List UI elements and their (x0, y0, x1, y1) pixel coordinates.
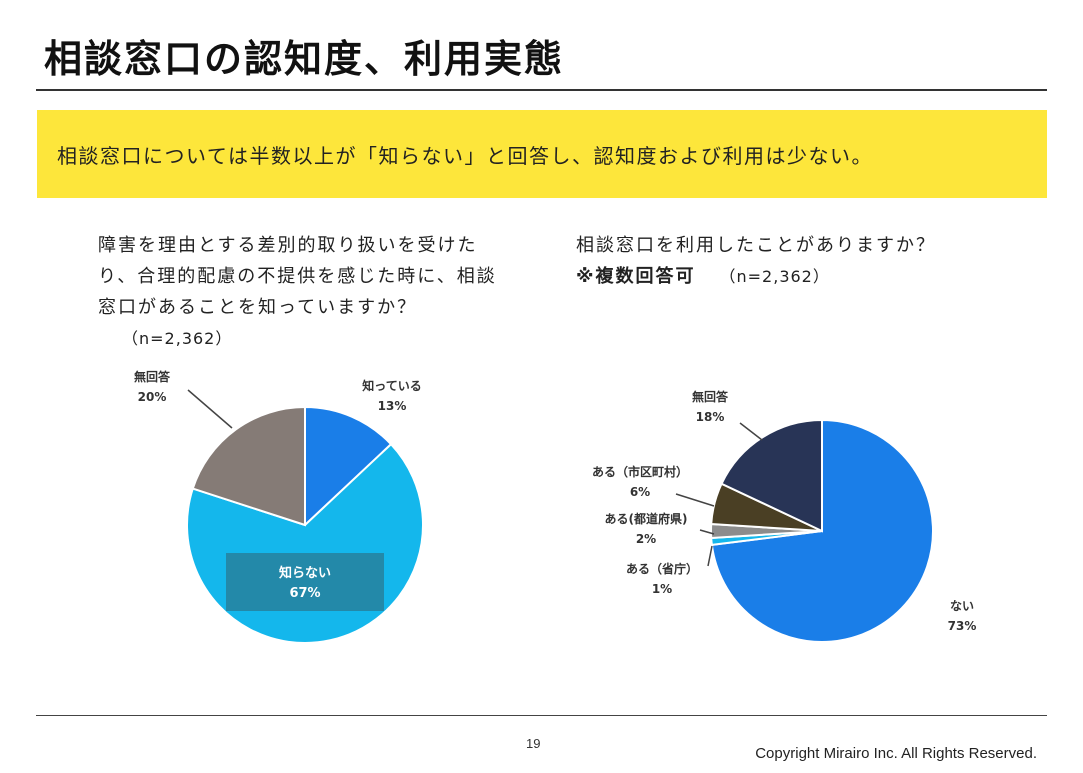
chart1-label-value-2: 20% (138, 390, 167, 404)
chart2-label-name-4: 無回答 (692, 389, 729, 404)
chart2-slice-4 (720, 418, 823, 533)
chart2-sample-size: （n=2,362） (719, 267, 830, 286)
chart2-leader-3 (675, 493, 715, 507)
chart2-label-name-2: ある(都道府県) (605, 511, 688, 526)
chart1-label-box-1 (226, 553, 384, 611)
chart1-label-name-0: 知っている (361, 378, 421, 393)
chart2-note: ※複数回答可 (576, 266, 696, 287)
chart2-label-value-0: 73% (948, 619, 977, 633)
chart1-slice-2 (191, 405, 306, 527)
chart2-label-value-1: 1% (652, 582, 672, 596)
chart2-label-value-2: 2% (636, 532, 656, 546)
chart2-question-text: 相談窓口を利用したことがありますか？ (576, 235, 936, 256)
chart2-label-name-3: ある（市区町村） (592, 464, 688, 479)
page-number: 19 (526, 736, 541, 751)
summary-banner: 相談窓口については半数以上が「知らない」と回答し、認知度および利用は少ない。 (37, 110, 1047, 198)
chart1-sample-size: （n=2,362） (122, 329, 233, 348)
chart1-question-text: 障害を理由とする差別的取り扱いを受けたり、合理的配慮の不提供を感じた時に、相談窓… (98, 235, 497, 318)
chart2-label-value-3: 6% (630, 485, 650, 499)
summary-text: 相談窓口については半数以上が「知らない」と回答し、認知度および利用は少ない。 (57, 143, 873, 168)
chart2-question: 相談窓口を利用したことがありますか？ ※複数回答可 （n=2,362） (576, 230, 1016, 292)
chart1-label-value-1: 67% (289, 586, 320, 601)
title-divider (36, 89, 1047, 91)
page-title: 相談窓口の認知度、利用実態 (44, 37, 565, 81)
chart2-label-name-1: ある（省庁） (626, 561, 698, 576)
chart1-slice-0 (304, 405, 393, 528)
chart1-label-name-2: 無回答 (134, 369, 171, 384)
footer-divider (36, 715, 1047, 716)
chart2-leader-1 (707, 545, 713, 567)
chart1-label-value-0: 13% (378, 399, 407, 413)
chart2-label-value-4: 18% (696, 410, 725, 424)
chart1-question: 障害を理由とする差別的取り扱いを受けたり、合理的配慮の不提供を感じた時に、相談窓… (98, 230, 498, 354)
chart1-label-name-1: 知らない (279, 565, 331, 581)
chart1-leader-2 (187, 389, 233, 429)
chart2-label-name-0: ない (950, 599, 974, 613)
chart2-leader-2 (699, 529, 715, 535)
chart2-leader-4 (739, 422, 763, 441)
copyright: Copyright Mirairo Inc. All Rights Reserv… (755, 745, 1037, 762)
